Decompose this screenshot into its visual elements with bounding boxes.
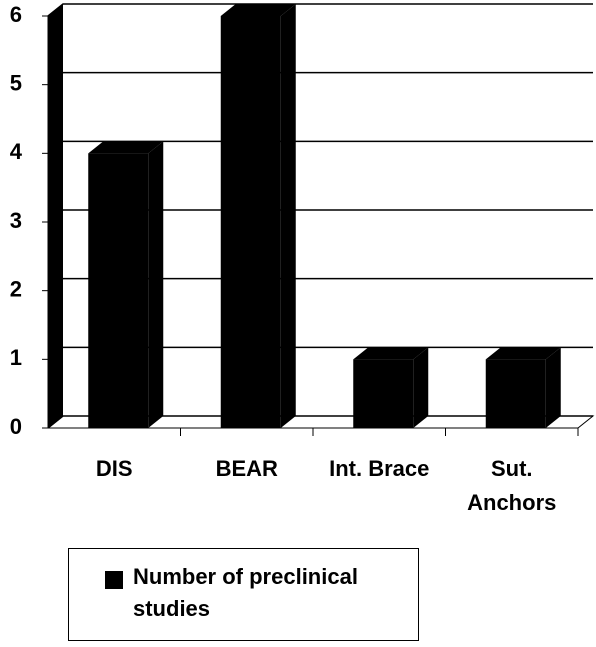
bar-top: [353, 347, 429, 360]
legend-key: [105, 571, 123, 589]
y-tick-label: 5: [10, 70, 22, 95]
x-tick-label: BEAR: [215, 456, 278, 481]
bar-top: [220, 4, 296, 16]
bar-side: [148, 141, 164, 429]
bar-side: [413, 347, 429, 428]
legend-label: Number of preclinical studies: [133, 564, 358, 621]
x-tick-label: Sut. Anchors: [467, 456, 557, 515]
y-tick-label: 3: [10, 208, 22, 233]
grid-line: [47, 209, 593, 223]
legend: Number of preclinical studies: [68, 548, 419, 641]
y-tick-label: 1: [10, 345, 22, 370]
x-tick-label: DIS: [95, 456, 133, 481]
bar: [220, 16, 281, 428]
bar-top: [485, 347, 561, 360]
bar: [88, 153, 149, 429]
y-tick-label: 6: [10, 2, 22, 27]
grid-line: [47, 3, 593, 17]
x-tick-label: Int. Brace: [329, 456, 430, 481]
bar-top: [88, 141, 164, 154]
bar: [353, 359, 414, 428]
y-tick-label: 2: [10, 276, 22, 301]
bar: [485, 359, 546, 428]
grid-line: [47, 71, 593, 86]
bar-side: [280, 4, 296, 428]
y-tick-label: 4: [10, 139, 23, 164]
grid-line: [47, 140, 593, 154]
y-tick-label: 0: [10, 414, 22, 439]
bar-side: [545, 347, 561, 428]
grid-line: [47, 277, 593, 292]
